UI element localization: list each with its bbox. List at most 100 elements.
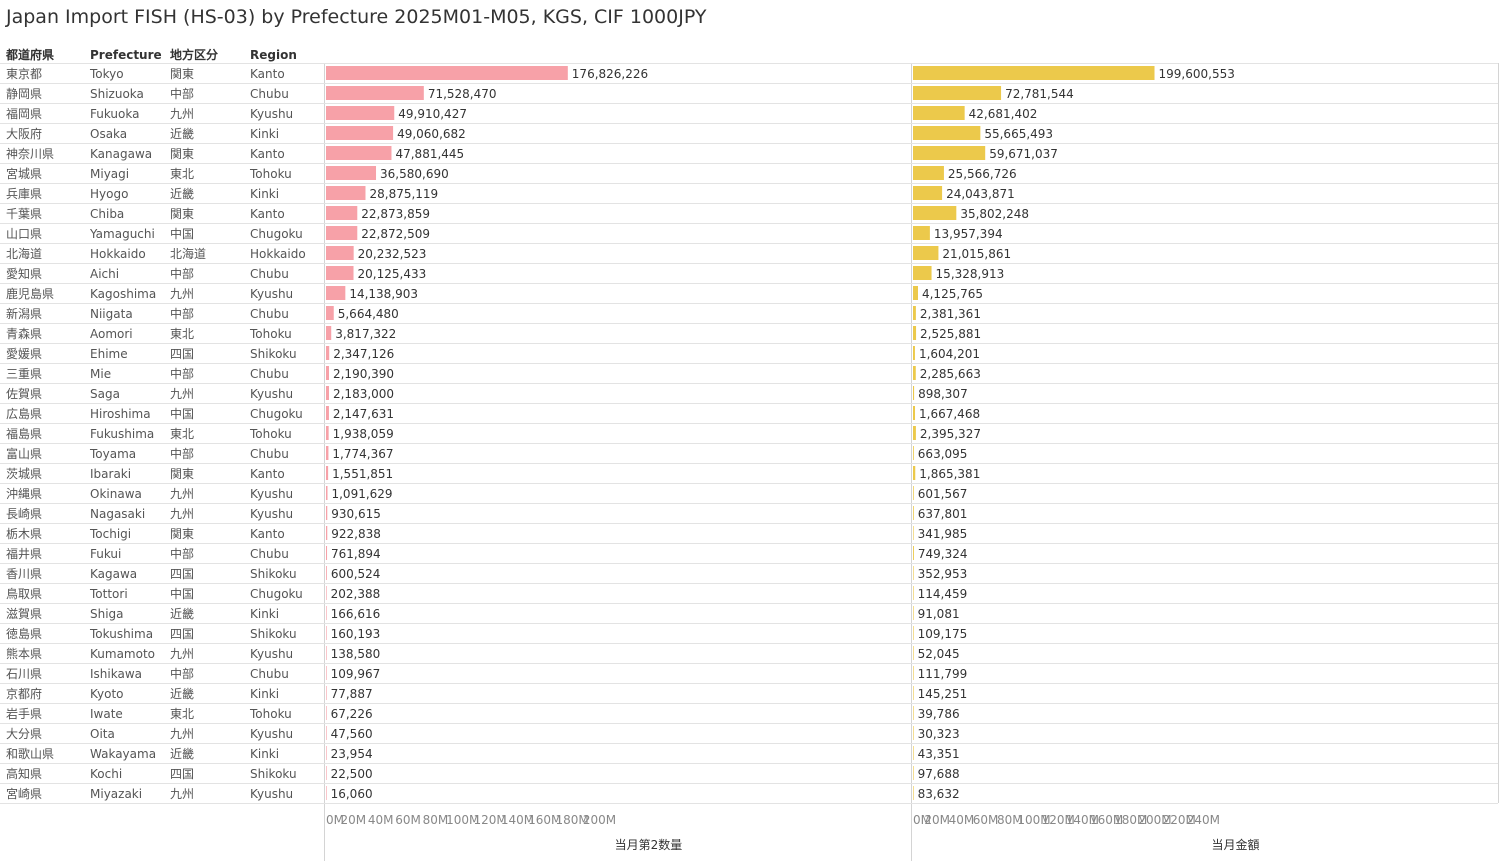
value-value-label: 352,953	[918, 567, 968, 581]
quantity-bar	[326, 646, 327, 660]
region-label: Kyushu	[250, 487, 293, 501]
area-jp-label: 九州	[170, 487, 194, 501]
x-tick-label: 220M	[1163, 813, 1196, 827]
region-label: Shikoku	[250, 767, 297, 781]
area-jp-label: 中国	[170, 226, 194, 241]
value-value-label: 145,251	[918, 687, 968, 701]
prefecture-jp-label: 東京都	[6, 67, 42, 81]
value-value-label: 21,015,861	[942, 247, 1011, 261]
prefecture-label: Kanagawa	[90, 147, 152, 161]
prefecture-jp-label: 和歌山県	[6, 746, 54, 761]
area-jp-label: 関東	[170, 467, 194, 481]
quantity-value-label: 5,664,480	[338, 307, 399, 321]
quantity-bar	[326, 286, 346, 300]
prefecture-jp-label: 宮城県	[6, 166, 42, 181]
quantity-value-label: 49,910,427	[398, 107, 467, 121]
prefecture-label: Oita	[90, 727, 115, 741]
area-jp-label: 九州	[170, 647, 194, 661]
region-label: Kinki	[250, 607, 279, 621]
prefecture-label: Hyogo	[90, 187, 128, 201]
quantity-bar	[326, 366, 329, 380]
region-label: Kanto	[250, 67, 285, 81]
value-value-label: 1,865,381	[919, 467, 980, 481]
quantity-value-label: 3,817,322	[335, 327, 396, 341]
prefecture-jp-label: 長崎県	[6, 507, 42, 521]
quantity-value-label: 109,967	[331, 667, 381, 681]
area-jp-label: 近畿	[170, 687, 194, 701]
prefecture-label: Tochigi	[89, 527, 131, 541]
quantity-bar	[326, 206, 358, 220]
x-tick-label: 160M	[528, 813, 561, 827]
quantity-value-label: 20,125,433	[358, 267, 427, 281]
prefecture-label: Miyazaki	[90, 787, 142, 801]
quantity-value-label: 16,060	[331, 787, 373, 801]
prefecture-jp-label: 熊本県	[6, 646, 42, 661]
prefecture-label: Kochi	[90, 767, 122, 781]
region-label: Chugoku	[250, 587, 303, 601]
value-value-label: 59,671,037	[989, 147, 1058, 161]
region-label: Shikoku	[250, 567, 297, 581]
x-tick-label: 240M	[1187, 813, 1220, 827]
value-value-label: 83,632	[918, 787, 960, 801]
prefecture-jp-label: 滋賀県	[6, 607, 42, 621]
area-jp-label: 東北	[170, 427, 194, 441]
x-tick-label: 120M	[473, 813, 506, 827]
x-tick-label: 60M	[395, 813, 421, 827]
prefecture-jp-label: 兵庫県	[6, 187, 42, 201]
area-jp-label: 近畿	[170, 747, 194, 761]
x-tick-label: 140M	[501, 813, 534, 827]
prefecture-label: Niigata	[90, 307, 133, 321]
quantity-bar	[326, 486, 328, 500]
area-jp-label: 関東	[170, 207, 194, 221]
value-bar	[913, 746, 914, 760]
value-bar	[913, 266, 932, 280]
value-value-label: 601,567	[918, 487, 968, 501]
value-bar	[913, 726, 914, 740]
value-value-label: 663,095	[918, 447, 968, 461]
value-bar	[913, 426, 916, 440]
prefecture-label: Miyagi	[90, 167, 129, 181]
area-jp-label: 北海道	[170, 246, 206, 261]
value-value-label: 637,801	[918, 507, 968, 521]
quantity-value-label: 1,091,629	[331, 487, 392, 501]
region-label: Kyushu	[250, 727, 293, 741]
quantity-bar	[326, 746, 327, 760]
quantity-bar	[326, 586, 327, 600]
value-bar	[913, 146, 986, 160]
quantity-value-label: 761,894	[331, 547, 381, 561]
quantity-bar	[326, 546, 328, 560]
x-tick-label: 200M	[1138, 813, 1171, 827]
quantity-bar	[326, 426, 329, 440]
prefecture-label: Fukui	[90, 547, 121, 561]
value-value-label: 25,566,726	[948, 167, 1017, 181]
quantity-value-label: 36,580,690	[380, 167, 449, 181]
value-bar	[913, 646, 914, 660]
quantity-value-label: 77,887	[331, 687, 373, 701]
value-value-label: 2,395,327	[920, 427, 981, 441]
quantity-bar	[326, 166, 377, 180]
value-bar	[913, 286, 918, 300]
value-value-label: 91,081	[918, 607, 960, 621]
value-value-label: 13,957,394	[934, 227, 1003, 241]
prefecture-jp-label: 石川県	[6, 667, 42, 681]
prefecture-jp-label: 北海道	[6, 246, 42, 261]
quantity-bar	[326, 506, 328, 520]
quantity-value-label: 22,872,509	[361, 227, 430, 241]
region-label: Tohoku	[249, 427, 292, 441]
region-label: Chugoku	[250, 227, 303, 241]
area-jp-label: 東北	[170, 327, 194, 341]
region-label: Hokkaido	[250, 247, 306, 261]
area-jp-label: 四国	[170, 567, 194, 581]
area-jp-label: 関東	[170, 527, 194, 541]
quantity-bar	[326, 346, 330, 360]
prefecture-jp-label: 福岡県	[6, 106, 42, 121]
x-tick-label: 120M	[1042, 813, 1075, 827]
prefecture-label: Osaka	[90, 127, 127, 141]
quantity-bar	[326, 466, 329, 480]
area-jp-label: 中部	[170, 266, 194, 281]
prefecture-jp-label: 千葉県	[6, 207, 42, 221]
area-jp-label: 九州	[170, 287, 194, 301]
value-value-label: 30,323	[918, 727, 960, 741]
prefecture-label: Aomori	[90, 327, 133, 341]
value-value-label: 42,681,402	[969, 107, 1038, 121]
